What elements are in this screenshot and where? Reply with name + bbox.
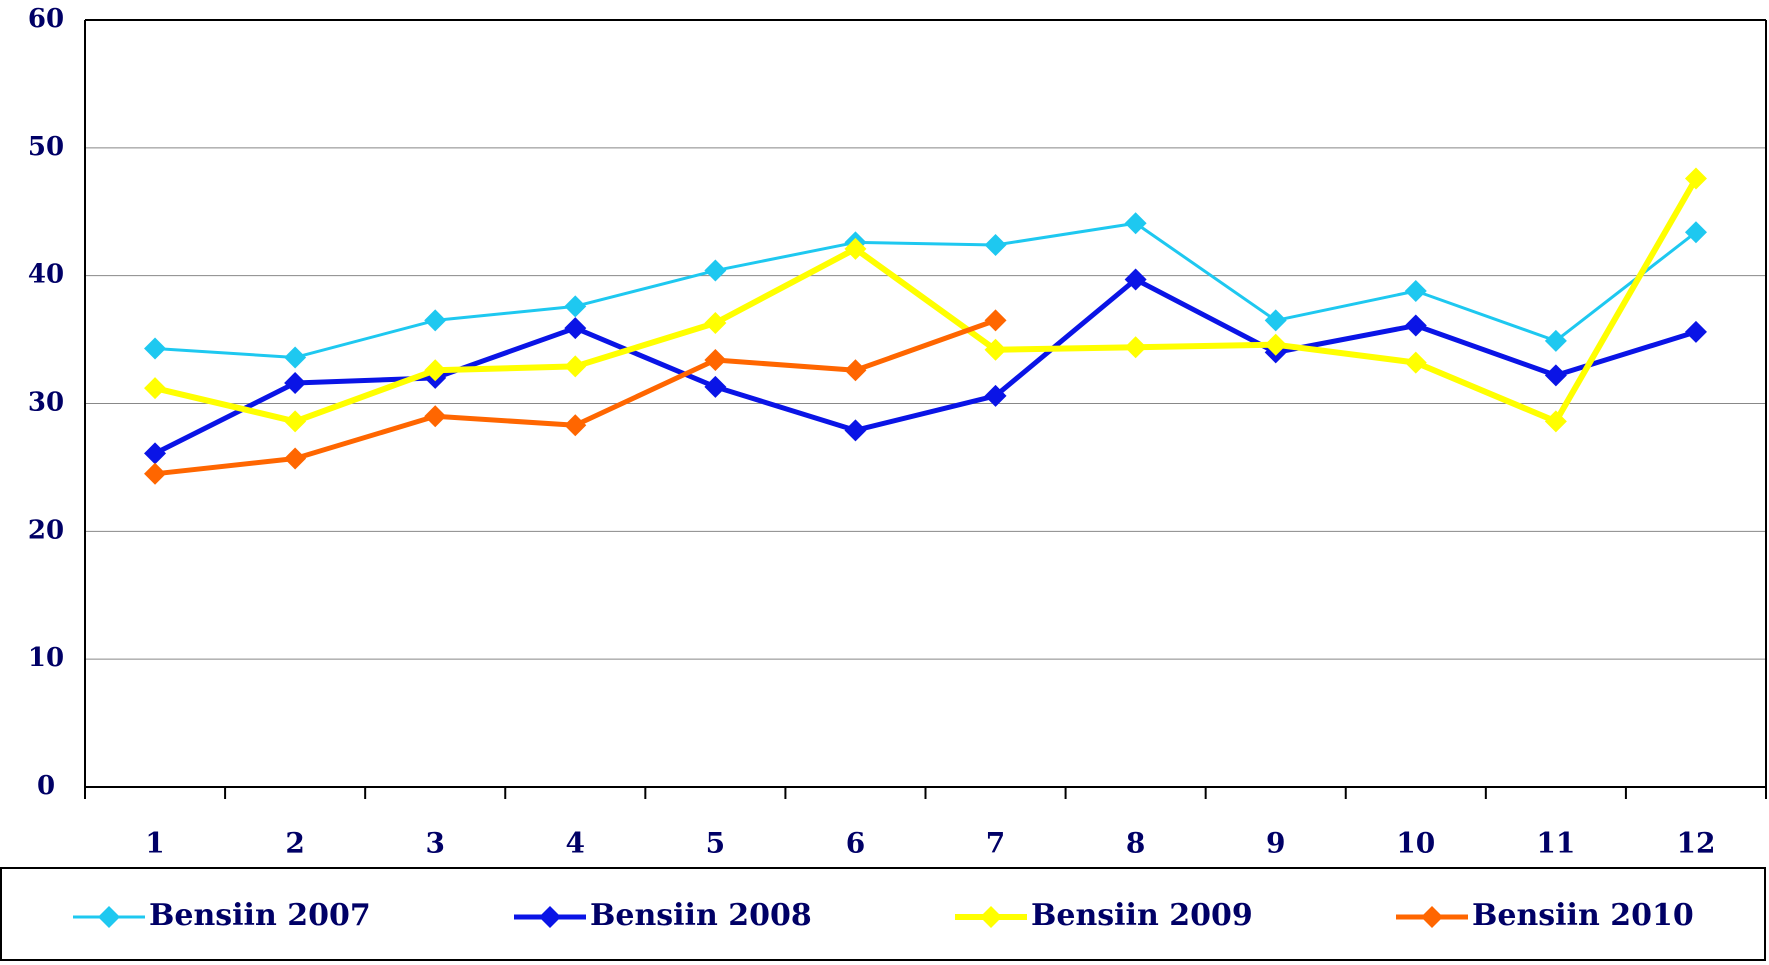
x-tick-label: 4	[566, 827, 585, 860]
x-tick-label: 10	[1396, 827, 1435, 860]
marker	[564, 317, 587, 340]
y-tick-label: 30	[28, 388, 64, 418]
legend-label: Bensiin 2007	[149, 898, 371, 933]
marker	[984, 233, 1007, 256]
legend-marker	[539, 906, 561, 928]
marker	[284, 410, 307, 433]
marker	[704, 259, 727, 282]
x-tick-label: 3	[425, 827, 444, 860]
series-line	[154, 318, 997, 477]
series-line	[154, 177, 1699, 425]
x-tick-label: 12	[1676, 827, 1715, 860]
y-tick-label: 10	[28, 643, 64, 673]
legend-marker	[98, 906, 120, 928]
series-line	[154, 221, 1697, 359]
y-tick-label: 50	[28, 132, 64, 162]
marker	[1404, 351, 1427, 374]
x-tick-label: 9	[1266, 827, 1285, 860]
x-tick-label: 11	[1536, 827, 1575, 860]
marker	[1124, 212, 1147, 235]
marker	[1124, 268, 1147, 291]
x-tick-label: 6	[846, 827, 865, 860]
legend-box	[0, 867, 1766, 961]
marker	[844, 419, 867, 442]
y-tick-label: 40	[28, 260, 64, 290]
legend-marker	[1421, 906, 1443, 928]
y-tick-label: 0	[37, 771, 55, 801]
marker	[144, 462, 167, 485]
marker	[424, 309, 447, 332]
marker	[144, 442, 167, 465]
marker	[1124, 336, 1147, 359]
legend-label: Bensiin 2009	[1031, 898, 1253, 933]
legend-label: Bensiin 2010	[1472, 898, 1694, 933]
legend-label: Bensiin 2008	[590, 898, 812, 933]
series-line	[153, 277, 1697, 456]
marker	[984, 338, 1007, 361]
x-tick-label: 7	[986, 827, 1005, 860]
marker	[1404, 280, 1427, 303]
x-tick-label: 2	[285, 827, 304, 860]
marker	[704, 375, 727, 398]
y-tick-label: 60	[28, 4, 64, 34]
marker	[564, 414, 587, 437]
marker	[1684, 221, 1707, 244]
marker	[704, 349, 727, 372]
marker	[564, 355, 587, 378]
marker	[564, 295, 587, 318]
marker	[984, 309, 1007, 332]
marker	[1264, 309, 1287, 332]
marker	[284, 346, 307, 369]
marker	[844, 237, 867, 260]
marker	[424, 359, 447, 382]
marker	[284, 372, 307, 395]
marker	[1544, 329, 1567, 352]
marker	[284, 447, 307, 470]
marker	[704, 311, 727, 334]
marker	[1684, 320, 1707, 343]
marker	[1404, 314, 1427, 337]
x-tick-label: 1	[145, 827, 164, 860]
marker	[424, 405, 447, 428]
marker	[1544, 410, 1567, 433]
marker	[144, 337, 167, 360]
marker	[1264, 333, 1287, 356]
marker	[844, 359, 867, 382]
marker	[144, 377, 167, 400]
x-tick-label: 8	[1126, 827, 1145, 860]
x-tick-label: 5	[706, 827, 725, 860]
marker	[1684, 167, 1707, 190]
marker	[1544, 364, 1567, 387]
legend-marker	[980, 906, 1002, 928]
marker	[984, 384, 1007, 407]
y-tick-label: 20	[28, 515, 64, 545]
